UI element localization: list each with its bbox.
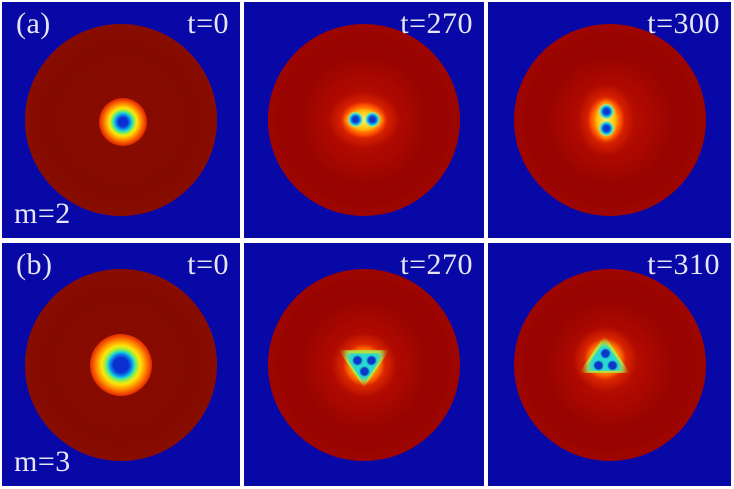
vortex-dot bbox=[353, 355, 362, 365]
row-label: (b) bbox=[16, 248, 53, 281]
vortex-dot bbox=[593, 360, 603, 370]
vortex-dot bbox=[367, 355, 376, 365]
central-vortex-core-large bbox=[90, 333, 152, 396]
vortex-triplet-core-up bbox=[569, 323, 640, 394]
panel-b-t270: t=270 bbox=[244, 243, 484, 486]
time-label: t=310 bbox=[647, 248, 720, 281]
vortex-pair-core-horizontal bbox=[328, 92, 400, 148]
condensate-density-disk bbox=[25, 268, 217, 461]
vortex-pair-core-vertical bbox=[577, 84, 634, 156]
vortex-dot bbox=[598, 121, 614, 136]
time-label: t=300 bbox=[647, 7, 720, 40]
vortex-dot bbox=[365, 112, 380, 127]
mode-label: m=3 bbox=[14, 445, 71, 478]
central-vortex-core bbox=[99, 98, 147, 146]
vortex-dot bbox=[348, 112, 363, 127]
time-label: t=270 bbox=[400, 248, 473, 281]
vortex-dot bbox=[360, 366, 369, 376]
panel-a-t0: (a) t=0 m=2 bbox=[2, 2, 240, 238]
vortex-triplet-core-down bbox=[329, 329, 399, 400]
vortex-dot bbox=[607, 360, 617, 370]
row-label: (a) bbox=[16, 7, 51, 40]
panel-b-t310: t=310 bbox=[488, 243, 731, 486]
mode-label: m=2 bbox=[14, 197, 71, 230]
time-label: t=0 bbox=[187, 248, 229, 281]
time-label: t=0 bbox=[187, 7, 229, 40]
panel-b-t0: (b) t=0 m=3 bbox=[2, 243, 240, 486]
vortex-dot bbox=[600, 348, 610, 358]
panel-a-t270: t=270 bbox=[244, 2, 484, 238]
time-label: t=270 bbox=[400, 7, 473, 40]
panel-a-t300: t=300 bbox=[488, 2, 731, 238]
vortex-dot bbox=[598, 104, 614, 119]
